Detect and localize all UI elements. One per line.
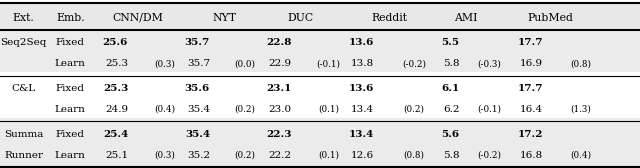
Text: (-0.1): (-0.1) [316,59,340,68]
Text: 5.6: 5.6 [442,130,460,139]
Text: 12.6: 12.6 [351,151,374,160]
Bar [0,3,640,30]
Text: NYT: NYT [212,13,236,23]
Text: (0.2): (0.2) [404,105,424,114]
Text: 13.4: 13.4 [351,105,374,114]
Text: 6.1: 6.1 [441,84,460,93]
Text: 35.2: 35.2 [187,151,210,160]
Text: CNN/DM: CNN/DM [112,13,163,23]
Bar [0,118,640,167]
Text: PubMed: PubMed [527,13,573,23]
Text: 35.4: 35.4 [185,130,210,139]
Text: Fixed: Fixed [56,38,85,47]
Text: (0.1): (0.1) [318,105,339,114]
Text: Seq2Seq: Seq2Seq [1,38,47,47]
Text: 22.9: 22.9 [268,59,291,68]
Text: 25.4: 25.4 [103,130,128,139]
Text: (0.2): (0.2) [235,105,255,114]
Text: C&L: C&L [12,84,36,93]
Text: 17.7: 17.7 [517,38,543,47]
Text: 5.8: 5.8 [443,59,460,68]
Text: Learn: Learn [55,151,86,160]
Text: Fixed: Fixed [56,84,85,93]
Text: 16.9: 16.9 [520,59,543,68]
Bar [0,27,640,76]
Text: (0.2): (0.2) [235,151,255,160]
Text: 5.5: 5.5 [442,38,460,47]
Text: 35.7: 35.7 [185,38,210,47]
Bar [0,72,640,121]
Text: Emb.: Emb. [56,13,84,23]
Text: AMI: AMI [454,13,477,23]
Text: Fixed: Fixed [56,130,85,139]
Text: (0.8): (0.8) [404,151,424,160]
Text: Summa: Summa [4,130,44,139]
Text: 17.7: 17.7 [517,84,543,93]
Text: 35.6: 35.6 [185,84,210,93]
Text: 25.3: 25.3 [103,84,128,93]
Text: 22.3: 22.3 [266,130,291,139]
Text: (0.0): (0.0) [235,59,255,68]
Text: (0.4): (0.4) [570,151,591,160]
Text: 35.7: 35.7 [187,59,210,68]
Text: 5.8: 5.8 [443,151,460,160]
Text: 24.9: 24.9 [105,105,128,114]
Text: 22.8: 22.8 [266,38,291,47]
Text: 13.4: 13.4 [349,130,374,139]
Text: (1.3): (1.3) [570,105,591,114]
Text: (0.8): (0.8) [570,59,591,68]
Text: (-0.3): (-0.3) [477,59,502,68]
Text: 13.8: 13.8 [351,59,374,68]
Text: 13.6: 13.6 [349,38,374,47]
Text: 35.4: 35.4 [187,105,210,114]
Text: (0.1): (0.1) [318,151,339,160]
Text: 25.6: 25.6 [102,38,128,47]
Text: 23.0: 23.0 [268,105,291,114]
Text: Runner: Runner [4,151,43,160]
Text: 13.6: 13.6 [349,84,374,93]
Text: 25.3: 25.3 [105,59,128,68]
Text: (-0.2): (-0.2) [402,59,426,68]
Text: 6.2: 6.2 [443,105,460,114]
Text: 17.2: 17.2 [517,130,543,139]
Text: (0.3): (0.3) [155,59,175,68]
Text: Reddit: Reddit [371,13,407,23]
Text: DUC: DUC [288,13,314,23]
Text: Ext.: Ext. [13,13,35,23]
Text: 25.1: 25.1 [105,151,128,160]
Text: Learn: Learn [55,105,86,114]
Text: (0.3): (0.3) [155,151,175,160]
Text: 23.1: 23.1 [266,84,291,93]
Text: (0.4): (0.4) [154,105,176,114]
Text: (-0.1): (-0.1) [477,105,502,114]
Text: 22.2: 22.2 [268,151,291,160]
Text: (-0.2): (-0.2) [477,151,502,160]
Text: 16.4: 16.4 [520,105,543,114]
Text: 16.8: 16.8 [520,151,543,160]
Text: Learn: Learn [55,59,86,68]
